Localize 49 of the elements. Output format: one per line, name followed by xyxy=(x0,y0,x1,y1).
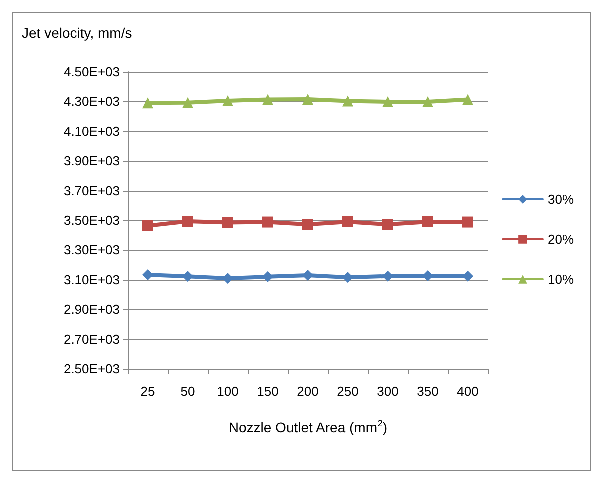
point xyxy=(422,270,434,282)
point xyxy=(222,273,234,284)
y-tick-label: 3.90E+03 xyxy=(64,154,120,169)
legend-label: 20% xyxy=(548,232,574,247)
y-tick-label: 2.50E+03 xyxy=(64,362,120,376)
y-tick-label: 3.50E+03 xyxy=(64,213,120,228)
point xyxy=(182,216,194,228)
point xyxy=(262,271,274,282)
point xyxy=(342,216,354,228)
x-tick-label: 350 xyxy=(417,384,439,399)
point xyxy=(222,217,234,228)
legend-label: 30% xyxy=(548,192,574,207)
x-tick-label: 100 xyxy=(217,384,239,399)
point xyxy=(182,97,194,108)
point xyxy=(302,94,314,105)
point xyxy=(182,271,194,282)
point xyxy=(142,270,154,280)
point xyxy=(142,98,154,109)
point xyxy=(462,270,474,282)
x-tick-label: 200 xyxy=(297,384,319,399)
point xyxy=(142,220,154,232)
y-tick-label: 2.70E+03 xyxy=(64,332,120,347)
point xyxy=(262,216,274,228)
x-tick-label: 400 xyxy=(457,384,479,399)
y-tick-label: 4.10E+03 xyxy=(64,124,120,139)
point xyxy=(302,270,314,281)
y-tick-label: 3.70E+03 xyxy=(64,183,120,198)
y-tick-label: 3.10E+03 xyxy=(64,272,120,288)
y-tick-label: 2.90E+03 xyxy=(64,302,120,318)
point xyxy=(462,216,474,228)
x-tick-label: 300 xyxy=(377,384,399,399)
y-tick-label: 4.30E+03 xyxy=(64,94,120,110)
point xyxy=(302,219,314,230)
point xyxy=(262,94,274,106)
legend-label: 10% xyxy=(548,272,574,287)
point xyxy=(382,96,394,108)
point xyxy=(462,94,474,106)
point xyxy=(382,219,394,230)
point xyxy=(422,216,434,228)
y-axis-title: Jet velocity, mm/s xyxy=(22,25,132,41)
x-tick-label: 25 xyxy=(140,384,156,399)
point xyxy=(222,95,234,106)
y-tick-label: 3.30E+03 xyxy=(64,242,120,258)
x-tick-label: 150 xyxy=(257,384,279,399)
y-tick-label: 4.50E+03 xyxy=(64,64,120,80)
x-tick-label: 50 xyxy=(180,384,196,399)
x-tick-label: 250 xyxy=(337,384,359,399)
point xyxy=(342,96,354,107)
point xyxy=(422,96,434,108)
